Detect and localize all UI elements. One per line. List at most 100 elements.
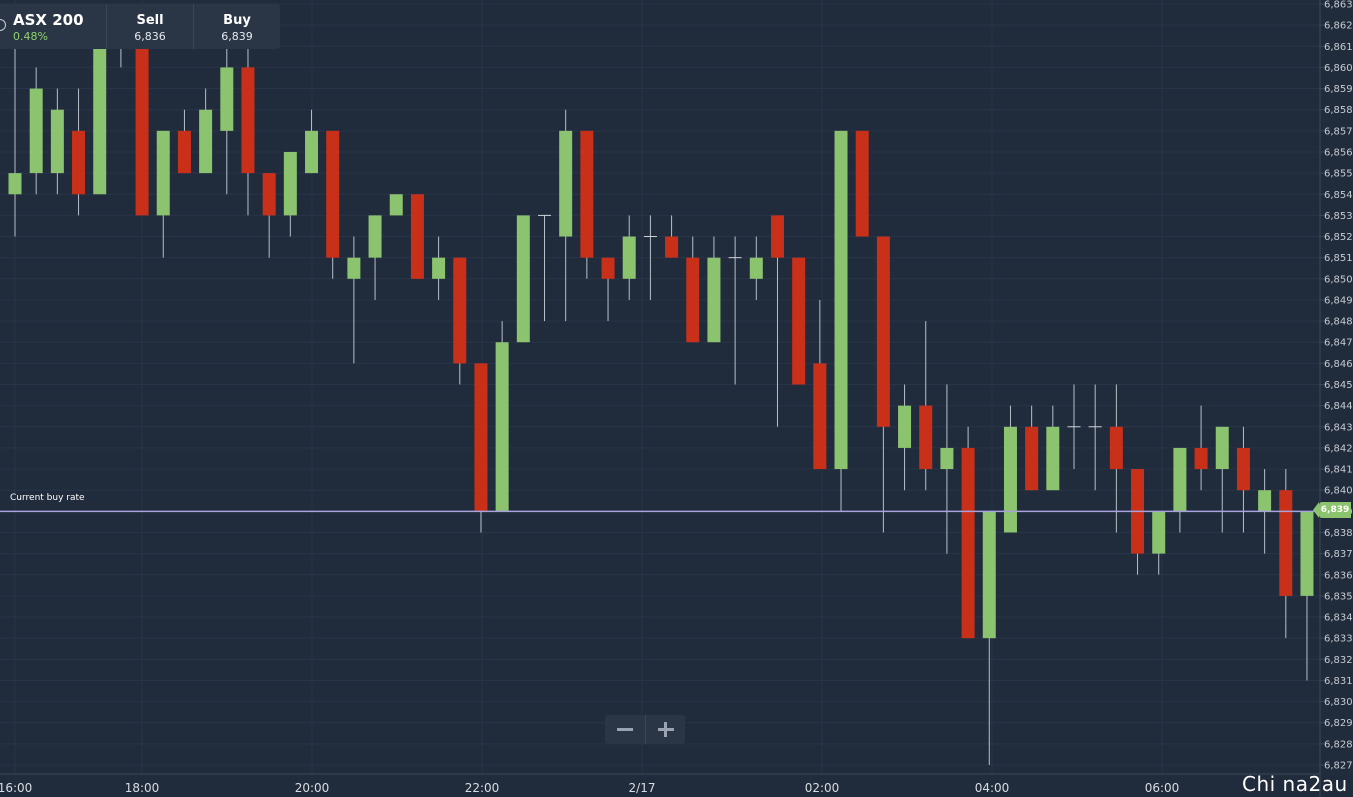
candle-body <box>262 173 276 216</box>
candle <box>8 25 22 237</box>
sell-button[interactable]: Sell 6,836 <box>106 4 193 49</box>
candle-body <box>432 257 446 279</box>
candle <box>538 214 551 322</box>
candle <box>516 215 530 343</box>
candle-body <box>474 363 488 512</box>
candle <box>898 384 912 491</box>
candle <box>199 88 213 174</box>
candle-body <box>898 405 912 448</box>
instrument-cell[interactable]: ASX 200 0.48% <box>0 4 106 49</box>
candle-body <box>580 130 594 258</box>
y-tick-label: 6,848 <box>1324 317 1353 328</box>
candle <box>940 384 954 554</box>
y-tick-label: 6,833 <box>1324 634 1353 645</box>
candle-body <box>961 447 975 639</box>
candle <box>749 236 763 300</box>
candle-body <box>326 130 340 258</box>
candle <box>410 194 424 279</box>
candle <box>453 257 467 385</box>
candle-body <box>135 4 149 216</box>
buy-button[interactable]: Buy 6,839 <box>193 4 280 49</box>
y-tick-label: 6,853 <box>1324 211 1353 222</box>
candle-body <box>559 130 573 237</box>
candle <box>1194 405 1208 491</box>
candle <box>707 236 721 343</box>
y-tick-label: 6,852 <box>1324 232 1353 243</box>
candle-body <box>940 447 954 470</box>
y-tick-label: 6,845 <box>1324 380 1353 391</box>
candle <box>622 215 636 300</box>
y-tick-label: 6,835 <box>1324 591 1353 602</box>
y-tick-label: 6,856 <box>1324 147 1353 158</box>
candle-body <box>1236 447 1250 491</box>
candle-body <box>813 363 827 470</box>
candle <box>686 236 700 343</box>
candle-body <box>1003 426 1017 533</box>
candle <box>1236 426 1250 533</box>
candle-body <box>1173 447 1187 512</box>
candle-body <box>982 511 996 639</box>
buy-price: 6,839 <box>221 30 253 43</box>
y-tick-label: 6,851 <box>1324 253 1353 264</box>
candle <box>1003 405 1017 533</box>
candle <box>50 88 64 195</box>
candle <box>792 257 806 385</box>
candle <box>559 109 573 322</box>
candle-body <box>749 257 763 279</box>
zoom-out-button[interactable] <box>605 715 645 744</box>
x-tick-label: 18:00 <box>125 781 160 795</box>
candle-body <box>1300 511 1314 596</box>
candle-body <box>686 257 700 343</box>
sell-label: Sell <box>136 13 164 28</box>
candle <box>643 215 657 300</box>
chart-grid <box>0 0 1320 774</box>
candle-body <box>1258 490 1272 512</box>
candle-body <box>8 173 22 195</box>
y-tick-label: 6,858 <box>1324 105 1353 116</box>
candle-body <box>919 405 933 470</box>
candle <box>961 426 975 639</box>
candle-body <box>305 130 319 174</box>
x-tick-label: 20:00 <box>295 781 330 795</box>
candle-body <box>50 109 64 174</box>
candle <box>1152 511 1166 575</box>
y-tick-label: 6,846 <box>1324 359 1353 370</box>
candle-body <box>283 151 297 216</box>
candle-body <box>770 215 784 258</box>
y-tick-label: 6,849 <box>1324 295 1353 306</box>
y-tick-label: 6,841 <box>1324 465 1353 476</box>
candle-body <box>1279 490 1293 596</box>
candle <box>1173 447 1187 533</box>
candle-body <box>495 342 509 512</box>
candle-body <box>368 215 382 258</box>
candle <box>1300 511 1314 681</box>
y-tick-label: 6,837 <box>1324 549 1353 560</box>
candle-body <box>516 215 530 343</box>
zoom-in-button[interactable] <box>644 715 686 744</box>
candle <box>834 130 848 512</box>
y-tick-label: 6,850 <box>1324 274 1353 285</box>
candle-body <box>29 88 43 174</box>
candle <box>1279 469 1293 639</box>
candle-body <box>1152 511 1166 554</box>
clock-icon[interactable] <box>0 19 6 31</box>
y-tick-label: 6,844 <box>1324 401 1353 412</box>
instrument-change: 0.48% <box>13 30 48 43</box>
y-tick-label: 6,832 <box>1324 655 1353 666</box>
candle-body <box>220 67 234 131</box>
y-tick-label: 6,828 <box>1324 739 1353 750</box>
candle <box>326 130 340 279</box>
candle-body <box>1046 426 1060 491</box>
candle-body <box>453 257 467 364</box>
candle <box>601 257 615 322</box>
candle-body <box>665 236 679 258</box>
y-tick-label: 6,854 <box>1324 190 1353 201</box>
y-tick-label: 6,834 <box>1324 613 1353 624</box>
candle-body <box>1194 447 1208 470</box>
candle <box>432 236 446 300</box>
candle <box>1131 469 1145 575</box>
candle <box>347 236 361 364</box>
x-tick-label: 04:00 <box>975 781 1010 795</box>
candle <box>876 236 890 533</box>
candle <box>855 130 869 237</box>
